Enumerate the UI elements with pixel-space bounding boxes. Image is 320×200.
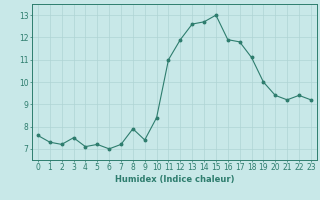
- X-axis label: Humidex (Indice chaleur): Humidex (Indice chaleur): [115, 175, 234, 184]
